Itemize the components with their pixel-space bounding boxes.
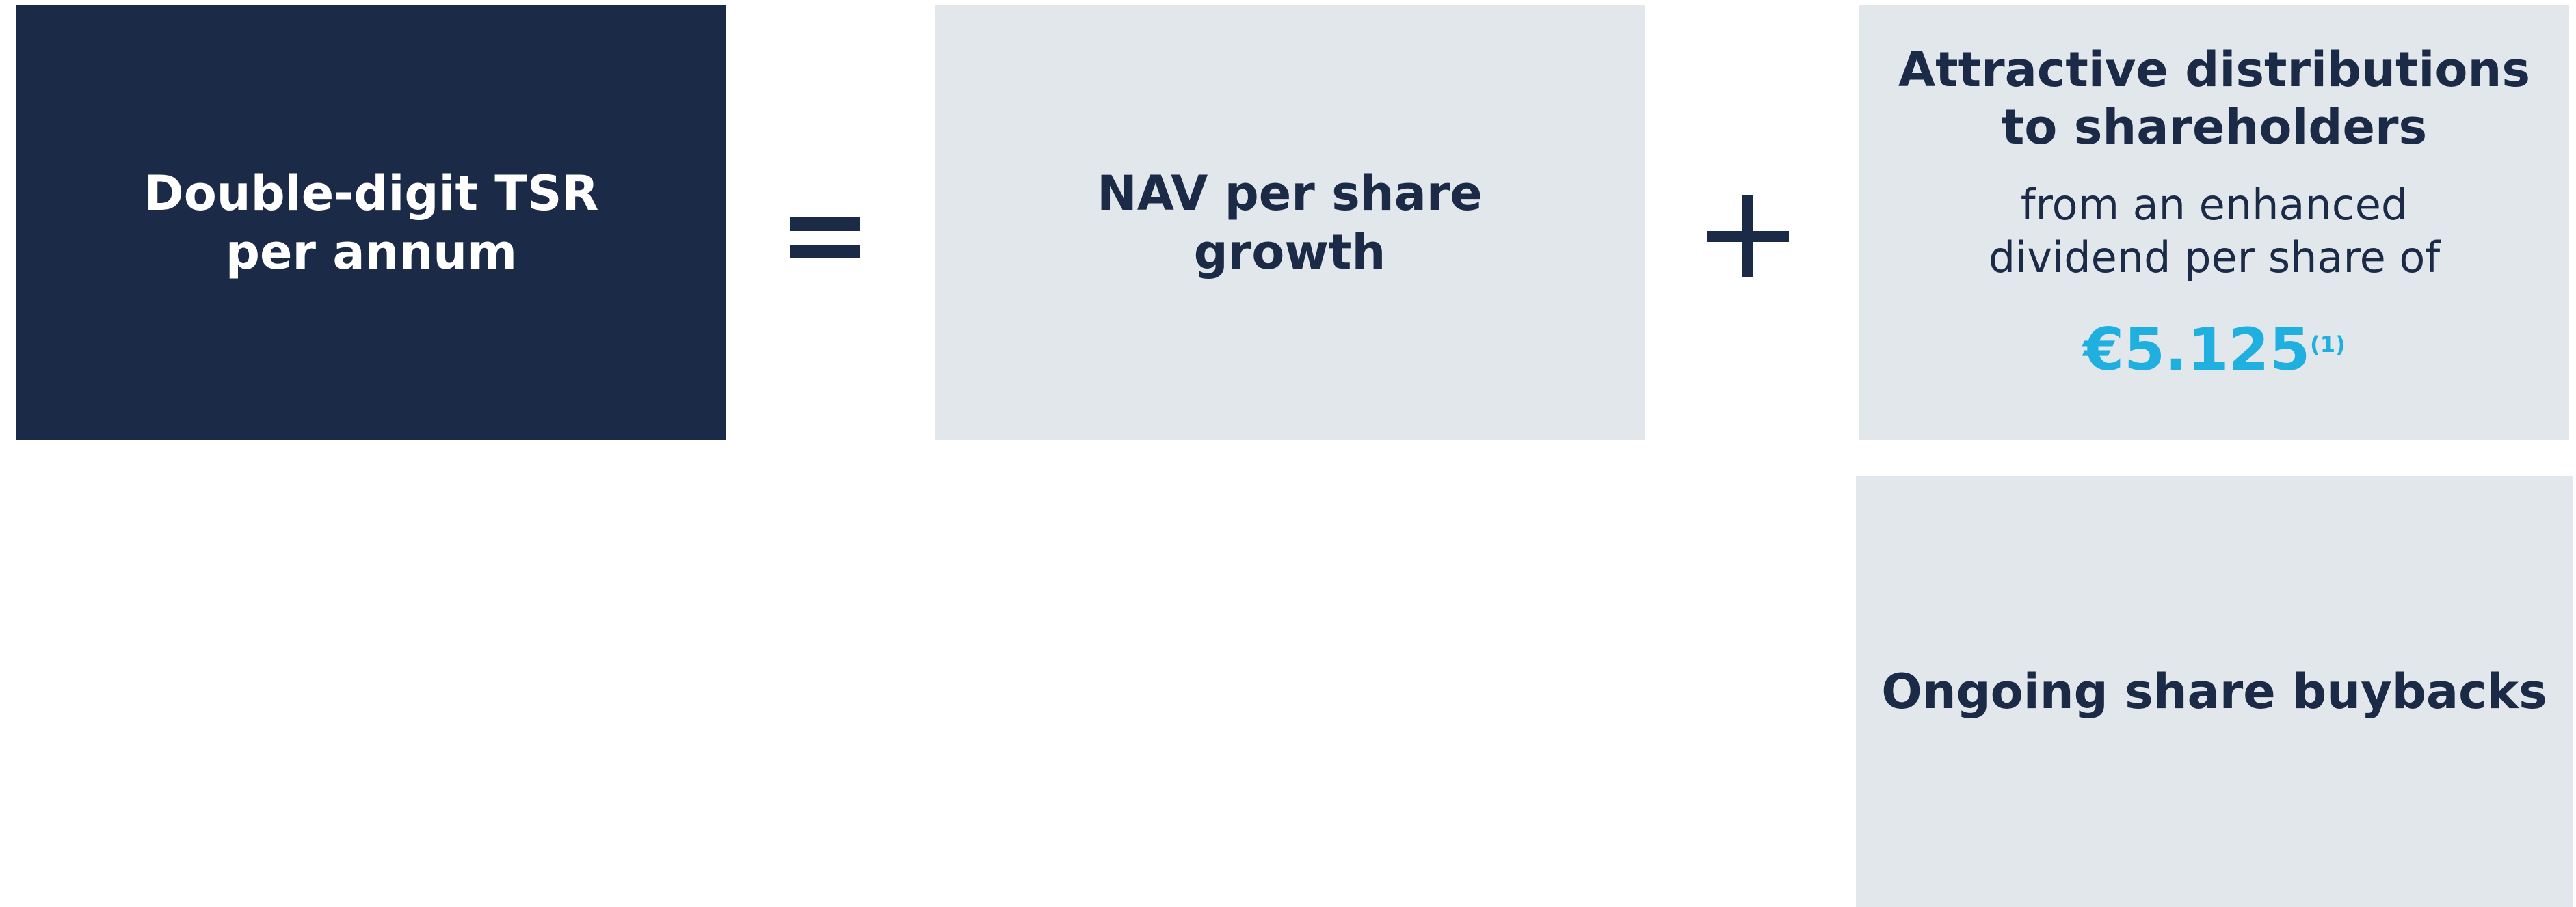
distributions-subtitle: dividend per share of xyxy=(1988,232,2441,282)
tsr-line: Double-digit TSR xyxy=(144,165,599,221)
footnote-marker: (1) xyxy=(2310,331,2346,357)
buybacks-label: Ongoing share buybacks xyxy=(1881,664,2547,720)
distributions-title: to shareholders xyxy=(2001,99,2428,155)
tsr-box: Double-digit TSR per annum xyxy=(16,5,726,440)
tsr-line: per annum xyxy=(225,224,518,280)
nav-line: NAV per share xyxy=(1097,165,1483,221)
distributions-box: Attractive distributions to shareholders… xyxy=(1859,5,2569,440)
equals-bar xyxy=(790,217,860,231)
nav-box: NAV per share growth xyxy=(935,5,1645,440)
nav-line: growth xyxy=(1193,224,1386,280)
dividend: €5.125(1) xyxy=(1859,316,2569,401)
distributions-title: Attractive distributions xyxy=(1898,42,2530,98)
buybacks-box: Ongoing share buybacks xyxy=(1856,476,2573,907)
plus-bar xyxy=(1742,195,1753,277)
distributions-subtitle: from an enhanced xyxy=(2020,180,2408,230)
dividend-value: €5.125 xyxy=(2083,316,2311,384)
equals-bar xyxy=(790,245,860,258)
